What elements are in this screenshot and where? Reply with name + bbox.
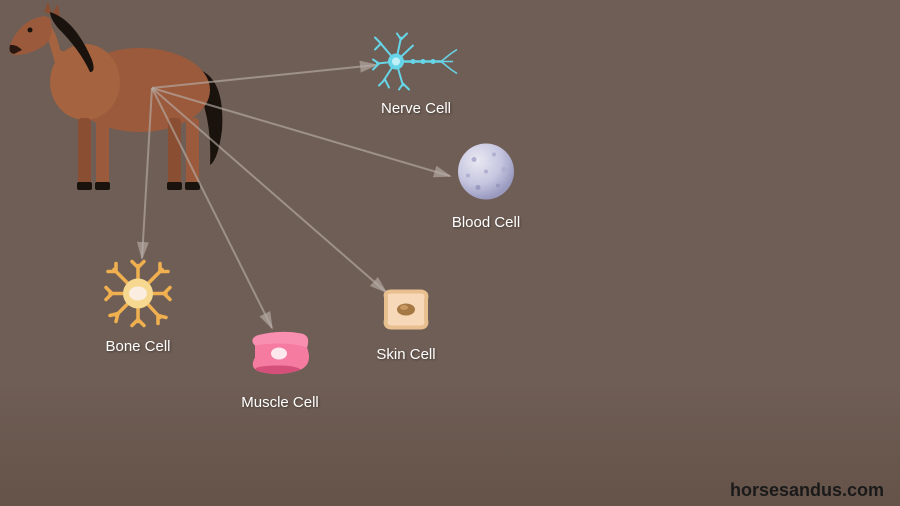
muscle-cell-label: Muscle Cell <box>241 394 319 411</box>
nerve-cell-label: Nerve Cell <box>381 100 451 117</box>
nerve-cell-icon <box>371 32 461 97</box>
bone-cell-icon <box>100 258 176 335</box>
skin-cell-icon <box>378 286 434 339</box>
bone-cell-label: Bone Cell <box>105 338 170 355</box>
muscle-cell-icon <box>245 326 315 387</box>
watermark-text: horsesandus.com <box>730 480 884 501</box>
blood-cell-icon <box>454 140 518 209</box>
skin-cell-label: Skin Cell <box>376 346 435 363</box>
blood-cell-label: Blood Cell <box>452 214 520 231</box>
horse-illustration <box>0 0 240 200</box>
